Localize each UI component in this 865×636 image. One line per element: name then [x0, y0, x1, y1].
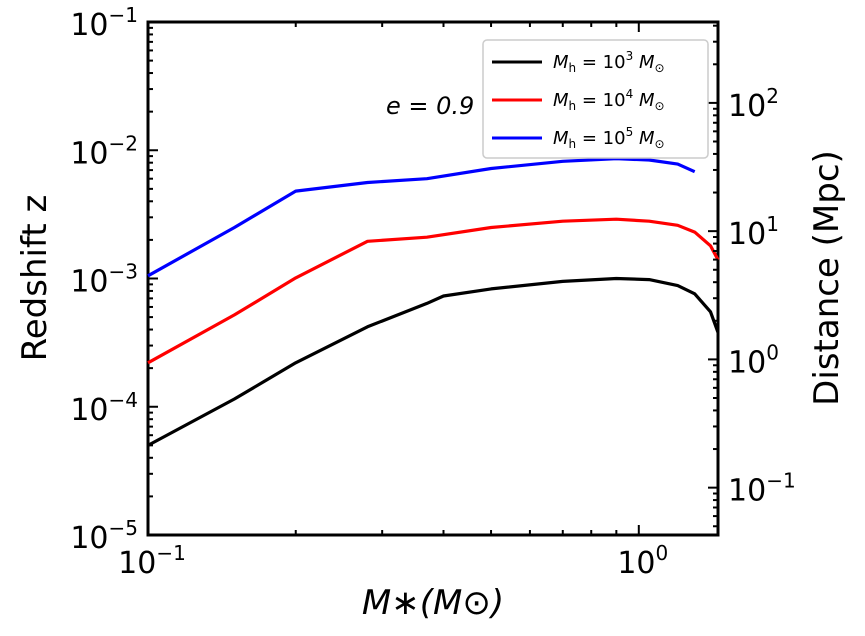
y-tick-label-0: 10−5 [70, 516, 138, 556]
series-layer [147, 157, 720, 447]
y-right-tick-label-0: 10−1 [728, 469, 796, 509]
x-tick-label-0-base: 10 [118, 546, 156, 581]
y-right-tick-label-1-exp: 0 [766, 340, 779, 364]
y-right-tick-label-2-exp: 1 [766, 212, 779, 236]
y-right-tick-label-0-exp: −1 [766, 469, 795, 493]
y-right-tick-label-3-exp: 2 [766, 84, 779, 108]
y-tick-label-2-exp: −3 [109, 260, 138, 284]
y-tick-label-1: 10−4 [70, 388, 138, 428]
y-axis-right-label: Distance (Mpc) [807, 150, 847, 406]
y-tick-label-2-base: 10 [70, 265, 108, 300]
y-tick-label-3: 10−2 [70, 131, 138, 171]
y-axis-label: Redshift z [15, 195, 55, 362]
y-right-tick-label-3: 102 [728, 84, 779, 124]
x-tick-label-1-exp: 0 [656, 541, 669, 565]
x-tick-label-0: 10−1 [118, 541, 186, 581]
legend-label-1: Mh = 103 M⊙ [553, 49, 665, 75]
y-tick-label-0-exp: −5 [109, 516, 138, 540]
x-tick-label-1: 100 [617, 541, 668, 581]
series-line-3 [147, 157, 696, 278]
x-tick-label-0-exp: −1 [156, 541, 185, 565]
legend-label-3: Mh = 105 M⊙ [553, 125, 665, 151]
y-tick-label-3-exp: −2 [109, 131, 138, 155]
y-tick-label-2: 10−3 [70, 260, 138, 300]
x-tick-label-1-base: 10 [617, 546, 655, 581]
y-right-tick-label-2: 101 [728, 212, 779, 252]
x-axis-label: M∗(M⊙) [362, 583, 504, 623]
y-right-tick-label-2-base: 10 [728, 217, 766, 252]
y-tick-label-4-exp: −1 [109, 3, 138, 27]
y-right-tick-label-0-base: 10 [728, 474, 766, 509]
y-tick-label-4-base: 10 [70, 8, 108, 43]
legend: Mh = 103 M⊙ Mh = 104 M⊙ Mh = 105 M⊙ [482, 39, 709, 159]
annotation-e: e = 0.9 [386, 92, 474, 120]
y-tick-label-1-base: 10 [70, 393, 108, 428]
y-tick-label-3-base: 10 [70, 136, 108, 171]
y-tick-label-4: 10−1 [70, 3, 138, 43]
legend-box [482, 39, 709, 159]
y-right-tick-label-1: 100 [728, 340, 779, 380]
y-right-tick-label-1-base: 10 [728, 345, 766, 380]
series-line-1 [147, 276, 720, 447]
legend-label-2: Mh = 104 M⊙ [553, 87, 665, 113]
y-tick-label-1-exp: −4 [109, 388, 138, 412]
y-right-tick-label-3-base: 10 [728, 89, 766, 124]
y-tick-label-0-base: 10 [70, 521, 108, 556]
series-line-2 [147, 217, 720, 365]
